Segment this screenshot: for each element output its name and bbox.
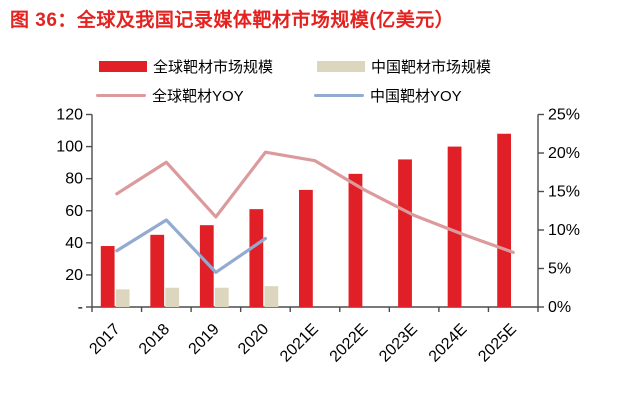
legend-label: 全球靶材YOY <box>152 87 244 105</box>
legend-item-global-market: 全球靶材市场规模 <box>99 57 274 76</box>
figure-title: 图 36：全球及我国记录媒体靶材市场规模(亿美元） <box>10 10 455 31</box>
right-axis-label: 10% <box>548 222 580 239</box>
bar-global-2024E <box>447 146 462 307</box>
x-axis-label: 2019 <box>186 321 223 358</box>
legend-swatch-bar-global-icon <box>99 60 147 72</box>
legend-label: 中国靶材YOY <box>370 87 462 105</box>
x-axis-label: 2024E <box>426 321 471 366</box>
bar-global-2018 <box>150 234 165 307</box>
bar-global-2017 <box>100 246 115 307</box>
x-axis-label: 2023E <box>376 321 421 366</box>
legend-item-china-market: 中国靶材市场规模 <box>317 57 492 76</box>
bar-global-2019 <box>199 225 214 307</box>
x-axis-label: 2025E <box>475 321 520 366</box>
x-axis-label: 2022E <box>327 321 372 366</box>
legend-swatch-bar-china-icon <box>317 60 365 72</box>
right-axis-label: 25% <box>548 107 580 124</box>
bar-global-2021E <box>299 189 313 307</box>
left-axis-label: 20 <box>65 267 83 284</box>
left-axis-label: 40 <box>65 235 83 252</box>
x-axis-label: 2017 <box>86 321 123 358</box>
bar-china-2020 <box>264 286 279 307</box>
legend-label: 中国靶材市场规模 <box>371 58 492 76</box>
left-axis-label: 120 <box>56 107 83 124</box>
left-axis-label: 80 <box>65 171 83 188</box>
bar-global-2023E <box>398 159 412 307</box>
bar-global-2020 <box>249 209 264 307</box>
legend-item-china-yoy: 中国靶材YOY <box>314 86 462 105</box>
right-axis-label: 0% <box>548 299 571 316</box>
bar-global-2025E <box>497 133 512 307</box>
line-global-yoy <box>115 150 515 254</box>
bar-china-2017 <box>115 289 130 307</box>
left-axis-label: 100 <box>56 139 83 156</box>
right-axis-label: 20% <box>548 145 580 162</box>
bar-global-2022E <box>348 173 363 307</box>
legend-swatch-line-china-icon <box>314 93 364 97</box>
x-axis-label: 2021E <box>277 321 322 366</box>
legend-swatch-line-global-icon <box>96 93 146 97</box>
left-axis-label: 60 <box>65 203 83 220</box>
x-axis-label: 2020 <box>235 321 272 358</box>
line-china-yoy <box>115 218 268 274</box>
legend-item-global-yoy: 全球靶材YOY <box>96 86 244 105</box>
bar-china-2019 <box>214 287 229 307</box>
right-axis-label: 5% <box>548 261 571 278</box>
x-axis-label: 2018 <box>136 321 173 358</box>
legend-label: 全球靶材市场规模 <box>153 58 274 76</box>
right-axis-label: 15% <box>548 184 580 201</box>
bar-china-2018 <box>165 287 180 307</box>
left-axis-label: - <box>78 299 83 316</box>
